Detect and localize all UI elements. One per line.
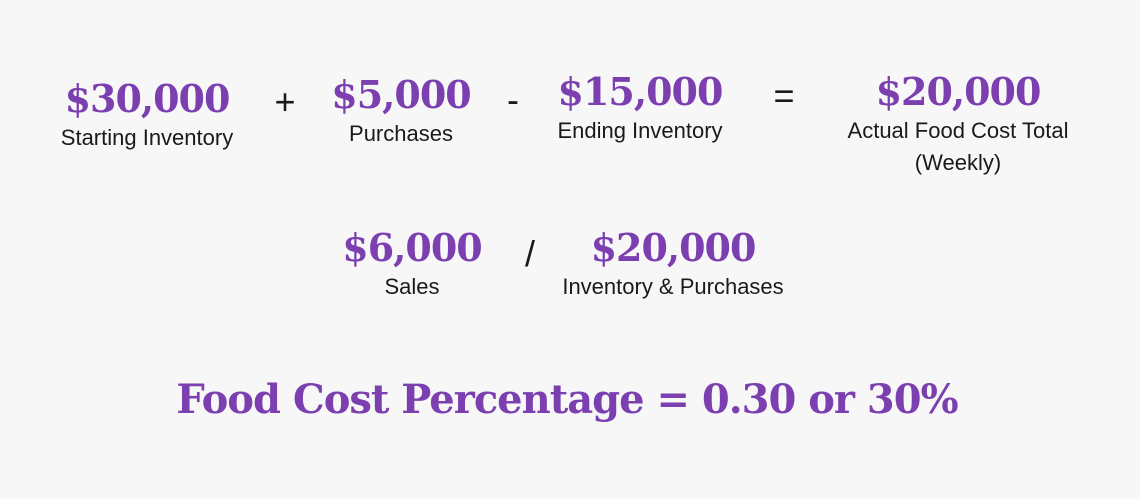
label-line2: (Weekly) [914,150,1002,175]
actual-food-cost-block: $20,000 Actual Food Cost Total (Weekly) [848,69,1069,179]
starting-inventory-block: $30,000 Starting Inventory [61,76,233,154]
sales-block: $6,000 Sales [342,225,482,303]
value: $30,000 [64,76,231,121]
divide-operator: / [524,233,536,274]
minus-operator: - [507,79,519,120]
food-cost-percentage-result: Food Cost Percentage = 0.30 or 30% [176,376,958,423]
label: Purchases [349,121,453,146]
value: $20,000 [590,225,757,270]
label: Actual Food Cost Total [847,118,1069,143]
plus-operator: + [274,81,296,122]
value: $15,000 [557,69,724,114]
value: $20,000 [875,69,1042,114]
label: Sales [384,274,440,299]
value: $5,000 [331,72,471,117]
value: $6,000 [342,225,482,270]
label: Inventory & Purchases [562,274,784,299]
equals-operator: = [773,75,795,116]
label: Starting Inventory [60,125,234,150]
purchases-block: $5,000 Purchases [331,72,471,150]
ending-inventory-block: $15,000 Ending Inventory [557,69,724,147]
inventory-purchases-block: $20,000 Inventory & Purchases [562,225,783,303]
label: Ending Inventory [557,118,723,143]
